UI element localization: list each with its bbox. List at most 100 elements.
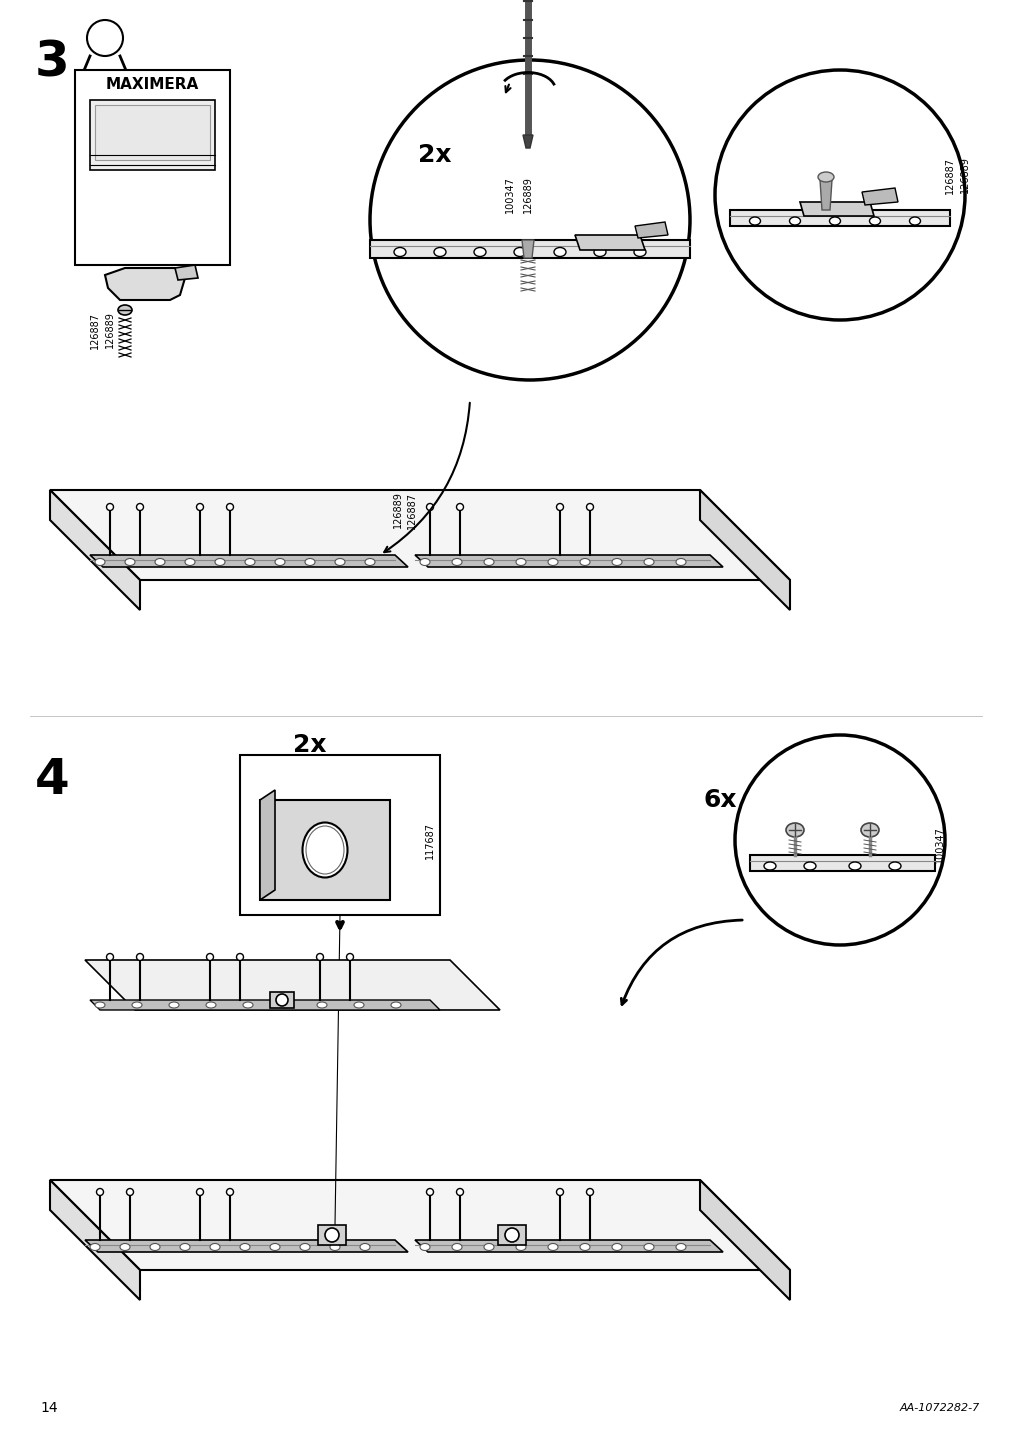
Bar xyxy=(90,100,214,170)
Ellipse shape xyxy=(612,558,622,566)
Ellipse shape xyxy=(803,862,815,871)
Ellipse shape xyxy=(136,504,144,510)
Ellipse shape xyxy=(456,1189,463,1196)
Ellipse shape xyxy=(155,558,165,566)
Ellipse shape xyxy=(150,1243,160,1250)
Ellipse shape xyxy=(553,248,565,256)
Polygon shape xyxy=(749,855,934,871)
Ellipse shape xyxy=(868,218,880,225)
Ellipse shape xyxy=(514,248,526,256)
Bar xyxy=(497,1224,526,1244)
Text: 100347: 100347 xyxy=(504,176,515,213)
Polygon shape xyxy=(50,490,140,610)
Polygon shape xyxy=(819,180,831,211)
Ellipse shape xyxy=(360,1243,370,1250)
Ellipse shape xyxy=(504,1229,519,1242)
Ellipse shape xyxy=(354,1002,364,1008)
Ellipse shape xyxy=(473,248,485,256)
Ellipse shape xyxy=(169,1002,179,1008)
Ellipse shape xyxy=(120,1243,129,1250)
Ellipse shape xyxy=(456,504,463,510)
Ellipse shape xyxy=(548,1243,557,1250)
Text: 126889: 126889 xyxy=(105,312,115,348)
Ellipse shape xyxy=(304,558,314,566)
Ellipse shape xyxy=(516,558,526,566)
Ellipse shape xyxy=(556,504,563,510)
Ellipse shape xyxy=(131,1002,142,1008)
Polygon shape xyxy=(574,235,644,251)
Ellipse shape xyxy=(346,954,353,961)
Circle shape xyxy=(370,60,690,379)
Text: AA-1072282-7: AA-1072282-7 xyxy=(899,1403,979,1413)
Ellipse shape xyxy=(302,822,347,878)
Bar xyxy=(270,992,294,1008)
Ellipse shape xyxy=(106,504,113,510)
Ellipse shape xyxy=(206,954,213,961)
Circle shape xyxy=(715,70,964,319)
Ellipse shape xyxy=(548,558,557,566)
Ellipse shape xyxy=(330,1243,340,1250)
Ellipse shape xyxy=(420,1243,430,1250)
Text: 126889: 126889 xyxy=(523,176,533,213)
Ellipse shape xyxy=(325,1229,339,1242)
Ellipse shape xyxy=(434,248,446,256)
Bar xyxy=(317,1224,346,1244)
Ellipse shape xyxy=(452,558,462,566)
Ellipse shape xyxy=(643,558,653,566)
Polygon shape xyxy=(105,268,185,299)
Bar xyxy=(75,70,229,265)
Ellipse shape xyxy=(214,558,224,566)
Polygon shape xyxy=(700,490,790,610)
Ellipse shape xyxy=(95,1002,105,1008)
Bar xyxy=(95,105,210,160)
Ellipse shape xyxy=(675,1243,685,1250)
Ellipse shape xyxy=(206,1002,215,1008)
Polygon shape xyxy=(85,959,499,1010)
Polygon shape xyxy=(50,1180,790,1270)
Ellipse shape xyxy=(393,248,405,256)
Text: 14: 14 xyxy=(40,1400,58,1415)
Ellipse shape xyxy=(240,1243,250,1250)
Circle shape xyxy=(734,735,944,945)
Ellipse shape xyxy=(483,558,493,566)
Ellipse shape xyxy=(420,558,430,566)
Ellipse shape xyxy=(817,172,833,182)
Ellipse shape xyxy=(180,1243,190,1250)
Ellipse shape xyxy=(275,558,285,566)
Polygon shape xyxy=(729,211,949,226)
Ellipse shape xyxy=(483,1243,493,1250)
Polygon shape xyxy=(50,1180,140,1300)
Ellipse shape xyxy=(106,954,113,961)
Ellipse shape xyxy=(210,1243,219,1250)
Text: 4: 4 xyxy=(34,756,70,803)
Ellipse shape xyxy=(118,305,131,315)
Ellipse shape xyxy=(365,558,375,566)
Ellipse shape xyxy=(226,504,234,510)
Polygon shape xyxy=(370,241,690,258)
Ellipse shape xyxy=(749,218,759,225)
Text: 126889: 126889 xyxy=(392,491,402,528)
Ellipse shape xyxy=(185,558,195,566)
Polygon shape xyxy=(861,188,897,205)
Polygon shape xyxy=(523,135,533,147)
Polygon shape xyxy=(50,490,790,580)
Text: 126887: 126887 xyxy=(90,312,100,348)
Ellipse shape xyxy=(316,1002,327,1008)
Text: 126887: 126887 xyxy=(406,491,417,528)
Text: 2x: 2x xyxy=(418,143,451,168)
Polygon shape xyxy=(260,800,389,899)
Polygon shape xyxy=(85,1240,407,1252)
Ellipse shape xyxy=(196,504,203,510)
Ellipse shape xyxy=(888,862,900,871)
Ellipse shape xyxy=(426,1189,433,1196)
Text: 126887: 126887 xyxy=(944,156,954,193)
Ellipse shape xyxy=(579,1243,589,1250)
Ellipse shape xyxy=(390,1002,400,1008)
Ellipse shape xyxy=(243,1002,253,1008)
Ellipse shape xyxy=(556,1189,563,1196)
Ellipse shape xyxy=(95,558,105,566)
Polygon shape xyxy=(260,790,275,899)
Ellipse shape xyxy=(593,248,606,256)
Ellipse shape xyxy=(579,558,589,566)
Ellipse shape xyxy=(848,862,860,871)
